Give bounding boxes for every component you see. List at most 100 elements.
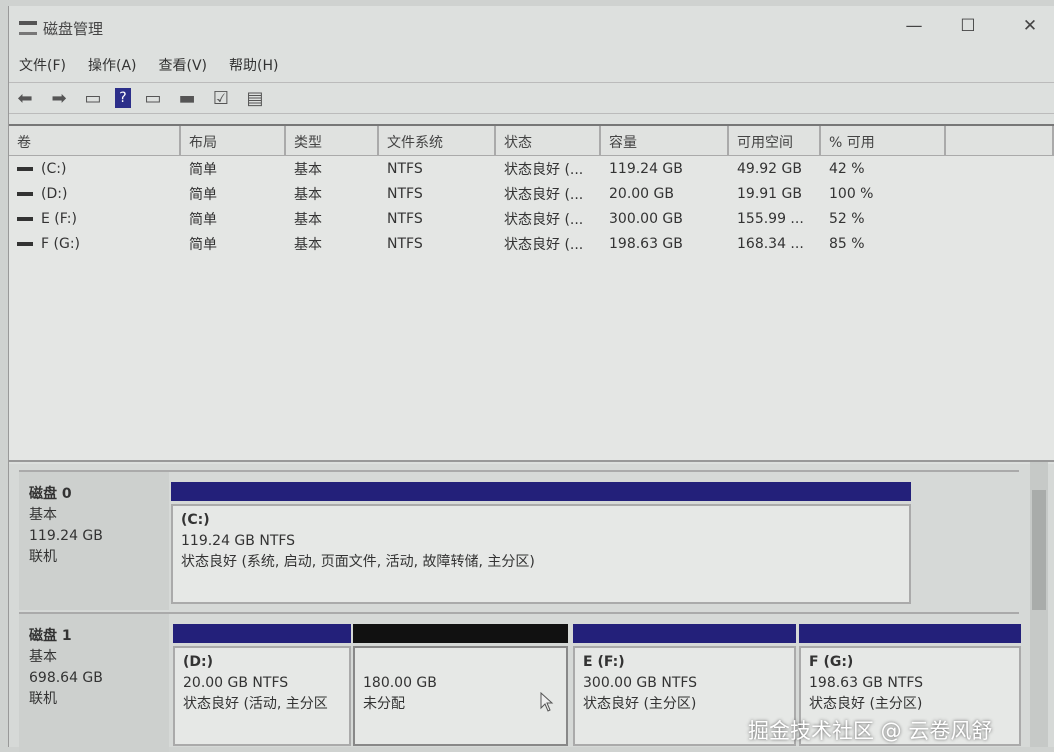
menu-bar: 文件(F) 操作(A) 查看(V) 帮助(H) (9, 52, 1054, 78)
disk-size: 119.24 GB (29, 528, 103, 544)
disk-type: 基本 (29, 507, 57, 523)
cell-capacity: 119.24 GB (601, 161, 729, 177)
cell-text: NTFS (387, 185, 423, 202)
cell-text: F (G:) (41, 235, 80, 252)
partition-status: 状态良好 (主分区) (809, 696, 923, 712)
cell-volume: (D:) (9, 186, 181, 202)
disk-1-label[interactable]: 磁盘 1 基本 698.64 GB 联机 (19, 614, 169, 752)
cell-free-space: 155.99 ... (729, 211, 821, 227)
maximize-button[interactable]: ☐ (960, 16, 976, 36)
cell-text: 状态良好 (... (504, 211, 584, 228)
unallocated-space[interactable]: 180.00 GB 未分配 (353, 624, 568, 749)
col-volume[interactable]: 卷 (9, 126, 181, 155)
cell-layout: 简单 (181, 209, 286, 229)
checklist-icon[interactable]: ☑ (212, 87, 230, 109)
help-icon[interactable]: ? (115, 88, 131, 108)
cell-text: (C:) (41, 160, 67, 177)
cell-filesystem: NTFS (379, 161, 496, 177)
toolbar: ⬅ ➡ ▭ ? ▭ ▬ ☑ ▤ (9, 82, 1054, 114)
watermark: 掘金技术社区 @ 云卷风舒 (748, 719, 993, 743)
cell-status: 状态良好 (... (496, 209, 601, 229)
disk-status: 联机 (29, 691, 57, 707)
partition-status: 状态良好 (系统, 启动, 页面文件, 活动, 故障转储, 主分区) (181, 554, 535, 570)
cell-text: 168.34 ... (737, 235, 804, 252)
disk-icon[interactable]: ▬ (178, 87, 196, 109)
col-status[interactable]: 状态 (496, 126, 601, 155)
vertical-scrollbar[interactable] (1030, 462, 1048, 747)
partition-size: 198.63 GB NTFS (809, 675, 924, 691)
disk-0-label[interactable]: 磁盘 0 基本 119.24 GB 联机 (19, 472, 169, 610)
partition-status: 状态良好 (主分区) (583, 696, 697, 712)
cell-text: 状态良好 (... (504, 161, 584, 178)
minimize-button[interactable]: — (905, 16, 923, 36)
cell-text: 简单 (189, 186, 217, 203)
cell-text: 状态良好 (... (504, 236, 584, 253)
disk-size: 698.64 GB (29, 670, 103, 686)
col-layout[interactable]: 布局 (181, 126, 286, 155)
partition-bar (173, 624, 351, 643)
partition-name: (C:) (181, 512, 210, 528)
col-type[interactable]: 类型 (286, 126, 379, 155)
cell-filesystem: NTFS (379, 236, 496, 252)
col-capacity[interactable]: 容量 (601, 126, 729, 155)
partition-name (363, 652, 558, 673)
table-row[interactable]: (C:) 简单 基本 NTFS 状态良好 (... 119.24 GB 49.92 GB 42… (9, 156, 1054, 181)
col-filesystem[interactable]: 文件系统 (379, 126, 496, 155)
col-free-space[interactable]: 可用空间 (729, 126, 821, 155)
cell-free-space: 49.92 GB (729, 161, 821, 177)
cell-type: 基本 (286, 184, 379, 204)
title-bar: 磁盘管理 — ☐ ✕ (9, 6, 1054, 50)
col-percent-free[interactable]: % 可用 (821, 126, 946, 155)
cell-volume: (C:) (9, 161, 181, 177)
cell-type: 基本 (286, 209, 379, 229)
partition-bar (171, 482, 911, 501)
cell-text: (D:) (41, 185, 68, 202)
cell-text: 基本 (294, 211, 322, 228)
table-row[interactable]: (D:) 简单 基本 NTFS 状态良好 (... 20.00 GB 19.91 GB 100… (9, 181, 1054, 206)
scrollbar-thumb[interactable] (1032, 490, 1046, 610)
partition-bar (353, 624, 568, 643)
disk-name: 磁盘 1 (29, 628, 72, 644)
cell-percent-free: 52 % (821, 211, 946, 227)
partition-f[interactable]: E (F:) 300.00 GB NTFS 状态良好 (主分区) (573, 624, 796, 749)
cell-volume: E (F:) (9, 211, 181, 227)
cell-percent-free: 85 % (821, 236, 946, 252)
menu-help[interactable]: 帮助(H) (229, 58, 279, 74)
cell-free-space: 19.91 GB (729, 186, 821, 202)
back-icon[interactable]: ⬅ (17, 87, 33, 109)
table-header: 卷 布局 类型 文件系统 状态 容量 可用空间 % 可用 (9, 126, 1054, 156)
disk-0: 磁盘 0 基本 119.24 GB 联机 (C:) 119.24 GB NTFS… (19, 470, 1019, 610)
cell-text: 119.24 GB (609, 160, 683, 177)
table-row[interactable]: F (G:) 简单 基本 NTFS 状态良好 (... 198.63 GB 168.34 .… (9, 231, 1054, 256)
partition-g[interactable]: F (G:) 198.63 GB NTFS 状态良好 (主分区) (799, 624, 1021, 749)
partition-c[interactable]: (C:) 119.24 GB NTFS 状态良好 (系统, 启动, 页面文件, … (171, 482, 911, 607)
cell-text: 简单 (189, 211, 217, 228)
partition-bar (799, 624, 1021, 643)
cell-text: E (F:) (41, 210, 77, 227)
partition-name: (D:) (183, 654, 214, 670)
table-row[interactable]: E (F:) 简单 基本 NTFS 状态良好 (... 300.00 GB 155.99 .… (9, 206, 1054, 231)
cell-type: 基本 (286, 159, 379, 179)
cell-free-space: 168.34 ... (729, 236, 821, 252)
partition-d[interactable]: (D:) 20.00 GB NTFS 状态良好 (活动, 主分区 (173, 624, 351, 749)
menu-file[interactable]: 文件(F) (19, 58, 66, 74)
window-title: 磁盘管理 (43, 19, 104, 38)
cell-text: 状态良好 (... (504, 186, 584, 203)
cell-filesystem: NTFS (379, 211, 496, 227)
cell-percent-free: 100 % (821, 186, 946, 202)
cell-text: 52 % (829, 210, 865, 227)
menu-view[interactable]: 查看(V) (158, 58, 208, 74)
volume-list: 卷 布局 类型 文件系统 状态 容量 可用空间 % 可用 (C:) 简单 基本 NTF… (9, 124, 1054, 462)
partition-size: 20.00 GB NTFS (183, 675, 289, 691)
cell-text: 基本 (294, 236, 322, 253)
console-tree-icon[interactable]: ▭ (84, 87, 102, 109)
disk-status: 联机 (29, 549, 57, 565)
action-pane-icon[interactable]: ▭ (144, 87, 162, 109)
cell-capacity: 198.63 GB (601, 236, 729, 252)
cell-text: 42 % (829, 160, 865, 177)
close-button[interactable]: ✕ (1022, 16, 1038, 36)
cell-text: 100 % (829, 185, 874, 202)
menu-action[interactable]: 操作(A) (87, 58, 137, 74)
forward-icon[interactable]: ➡ (51, 87, 67, 109)
properties-icon[interactable]: ▤ (246, 87, 264, 109)
